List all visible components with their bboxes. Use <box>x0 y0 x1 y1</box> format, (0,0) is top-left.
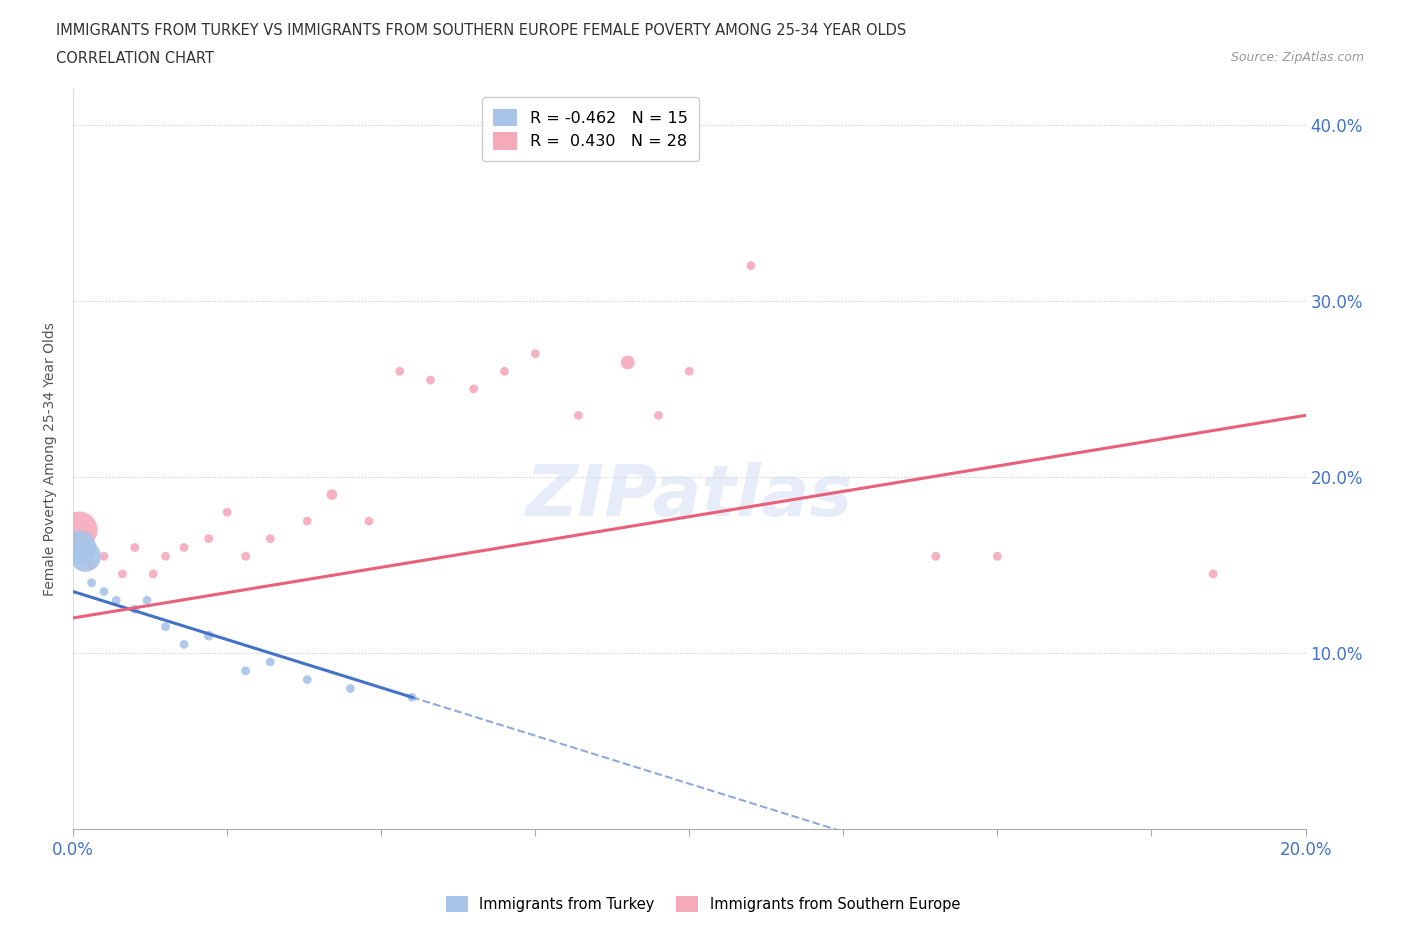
Point <box>297 513 319 528</box>
Point <box>124 540 146 555</box>
Point <box>259 655 281 670</box>
Text: Source: ZipAtlas.com: Source: ZipAtlas.com <box>1230 51 1364 64</box>
Point <box>197 628 219 643</box>
Point <box>1202 566 1225 581</box>
Point <box>321 487 343 502</box>
Point <box>678 364 700 379</box>
Point <box>105 593 128 608</box>
Point <box>155 619 177 634</box>
Point <box>235 549 257 564</box>
Point <box>494 364 516 379</box>
Point <box>124 602 146 617</box>
Point <box>986 549 1008 564</box>
Point <box>173 637 195 652</box>
Point <box>925 549 948 564</box>
Legend: Immigrants from Turkey, Immigrants from Southern Europe: Immigrants from Turkey, Immigrants from … <box>440 891 966 918</box>
Point <box>136 593 159 608</box>
Point <box>80 576 103 591</box>
Point <box>80 558 103 573</box>
Legend: R = -0.462   N = 15, R =  0.430   N = 28: R = -0.462 N = 15, R = 0.430 N = 28 <box>482 98 699 161</box>
Y-axis label: Female Poverty Among 25-34 Year Olds: Female Poverty Among 25-34 Year Olds <box>44 323 58 596</box>
Text: CORRELATION CHART: CORRELATION CHART <box>56 51 214 66</box>
Point <box>463 381 485 396</box>
Point <box>259 531 281 546</box>
Point <box>75 549 97 564</box>
Point <box>524 346 547 361</box>
Point <box>197 531 219 546</box>
Point <box>142 566 165 581</box>
Point <box>67 540 90 555</box>
Point <box>388 364 411 379</box>
Point <box>111 566 134 581</box>
Point <box>339 681 361 696</box>
Point <box>217 505 239 520</box>
Point <box>235 663 257 678</box>
Point <box>567 408 589 423</box>
Point <box>93 584 115 599</box>
Point <box>173 540 195 555</box>
Point <box>67 523 90 538</box>
Point <box>357 513 380 528</box>
Text: ZIPatlas: ZIPatlas <box>526 462 853 531</box>
Point <box>419 373 441 388</box>
Point <box>647 408 669 423</box>
Text: IMMIGRANTS FROM TURKEY VS IMMIGRANTS FROM SOUTHERN EUROPE FEMALE POVERTY AMONG 2: IMMIGRANTS FROM TURKEY VS IMMIGRANTS FRO… <box>56 23 907 38</box>
Point <box>616 355 638 370</box>
Point <box>93 549 115 564</box>
Point <box>297 672 319 687</box>
Point <box>740 259 762 273</box>
Point <box>155 549 177 564</box>
Point <box>401 690 423 705</box>
